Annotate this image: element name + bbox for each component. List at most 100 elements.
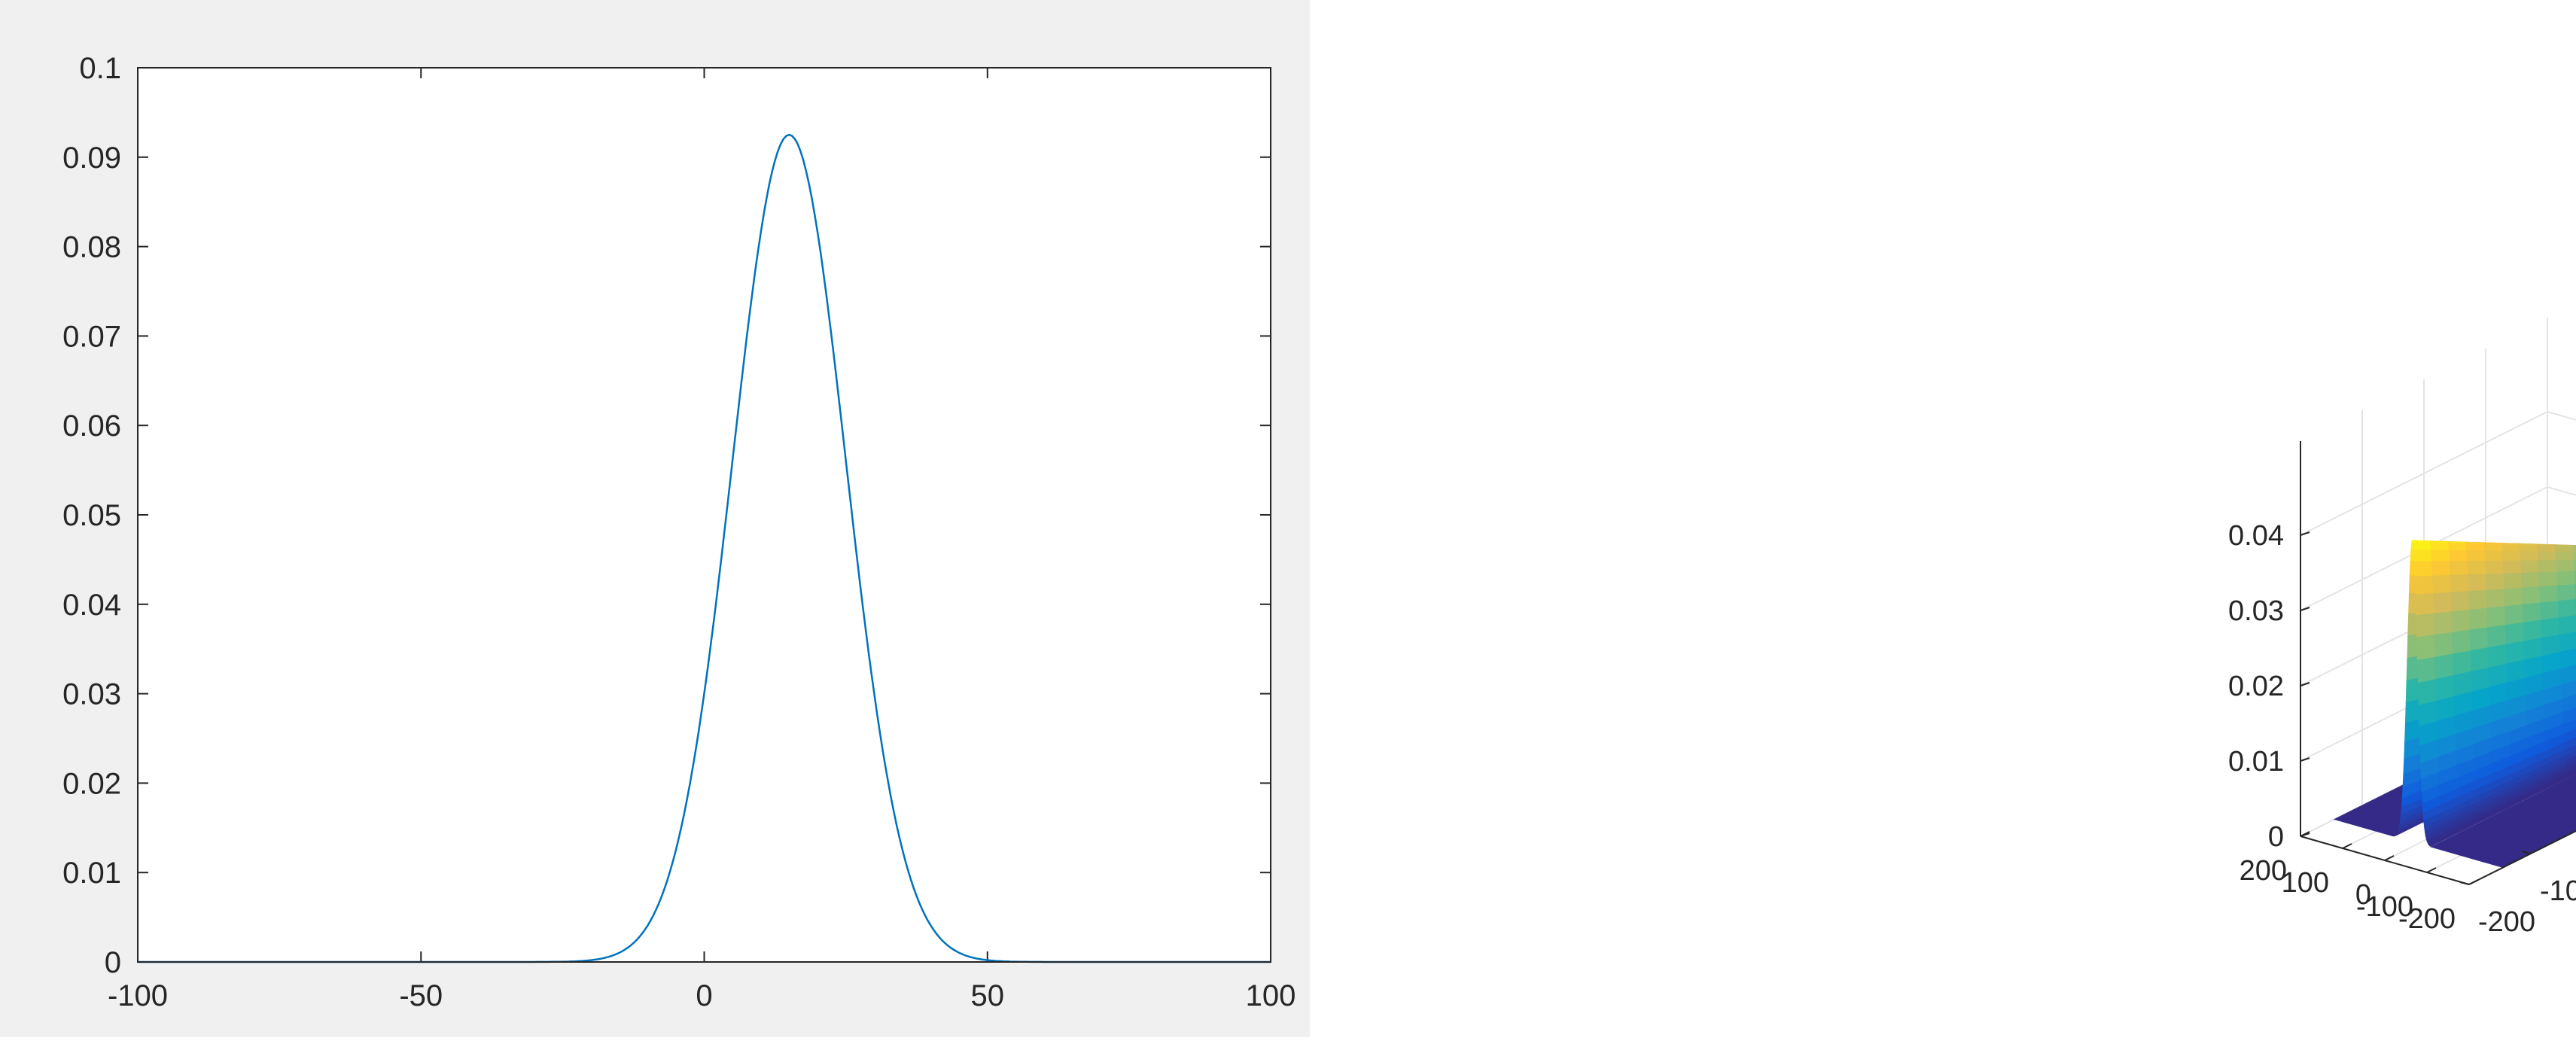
surface-patch xyxy=(2433,576,2451,594)
surface-patch xyxy=(2431,550,2450,562)
y-tick-label: 0.1 xyxy=(79,52,121,85)
surface-patch xyxy=(2520,546,2538,552)
surface-patch xyxy=(2416,594,2434,616)
surface-patch xyxy=(2434,632,2453,657)
surface-patch xyxy=(2417,657,2435,683)
surface-patch xyxy=(2414,562,2432,577)
y-tick-label: 0.05 xyxy=(62,499,121,532)
y-tick-label: 0.08 xyxy=(62,231,121,264)
surface-patch xyxy=(2434,592,2452,613)
surface-patch xyxy=(2453,651,2471,676)
z-tick-label: 0 xyxy=(2268,821,2284,853)
x-tick-label: -200 xyxy=(2478,906,2535,938)
surface-patch xyxy=(2488,626,2506,648)
surface-patch xyxy=(2435,654,2453,680)
y-tick-label: 0.09 xyxy=(62,142,121,175)
surface-patch xyxy=(2486,561,2504,574)
y-tick-label: 200 xyxy=(2240,855,2287,887)
y-tick-label: 0.01 xyxy=(62,857,121,890)
surface-patch xyxy=(2506,622,2524,644)
surface-patch xyxy=(2539,572,2557,587)
surface-patch xyxy=(2467,551,2485,562)
surface-patch xyxy=(2523,620,2541,641)
surface-patch xyxy=(2541,618,2559,638)
surface-patch xyxy=(2540,586,2558,603)
surface-patch xyxy=(2450,562,2468,576)
surface-patch xyxy=(2505,604,2523,625)
surface-patch xyxy=(2468,561,2486,574)
surface-patch xyxy=(2522,573,2540,589)
surface-patch xyxy=(2559,616,2576,635)
surface-patch xyxy=(2522,587,2541,605)
surface-patch xyxy=(2416,613,2435,638)
surface-patch xyxy=(2452,610,2470,633)
z-tick-label: 0.04 xyxy=(2228,520,2284,552)
surface-patch xyxy=(2469,590,2487,610)
surface-patch xyxy=(2450,575,2468,593)
surface-patch xyxy=(2520,552,2538,561)
surface-patch xyxy=(2431,543,2449,551)
y-tick-label: 0 xyxy=(105,946,121,979)
surface-patch xyxy=(2504,588,2523,607)
surface-patch xyxy=(2558,599,2576,617)
surface-patch xyxy=(2486,589,2504,608)
surface-patch xyxy=(2413,550,2431,562)
surface-patch xyxy=(2503,561,2521,574)
surface-patch xyxy=(2449,544,2467,551)
surface-patch xyxy=(2413,543,2432,550)
surface-patch xyxy=(2453,630,2471,654)
surface-chart-panel: -200-1000100200-200-100010020000.010.020… xyxy=(1310,0,2576,1037)
surface-patch xyxy=(2415,576,2433,595)
z-tick-label: 0.01 xyxy=(2228,746,2284,778)
y-tick xyxy=(2469,880,2478,884)
surface-patch xyxy=(2556,561,2574,572)
surface-patch xyxy=(2485,551,2503,561)
surface-chart: -200-1000100200-200-100010020000.010.020… xyxy=(1310,0,2576,1037)
surface-patch xyxy=(2502,552,2520,562)
surface-patch xyxy=(2556,552,2574,561)
y-tick-label: 0.04 xyxy=(62,589,121,622)
x-tick-label: -100 xyxy=(108,979,168,1012)
x-tick-label: -100 xyxy=(2540,875,2576,907)
surface-patch xyxy=(2501,546,2520,552)
surface-patch xyxy=(2470,628,2488,651)
surface-patch xyxy=(2487,607,2506,628)
surface-patch xyxy=(2573,547,2576,552)
x-tick-label: -50 xyxy=(399,979,443,1012)
y-tick-label: 0 xyxy=(2355,879,2371,911)
surface-patch xyxy=(2541,601,2559,620)
surface-patch xyxy=(2521,561,2539,574)
surface-patch xyxy=(2466,544,2484,551)
surface-patch xyxy=(2523,603,2541,622)
surface-patch xyxy=(2538,552,2556,561)
surface-patch xyxy=(2470,608,2488,630)
y-tick xyxy=(2427,868,2436,872)
surface-patch xyxy=(2434,612,2452,635)
surface-patch xyxy=(2574,552,2576,561)
surface-patch xyxy=(2558,585,2576,601)
z-tick-label: 0.03 xyxy=(2228,595,2284,627)
x-tick-label: 100 xyxy=(1246,979,1296,1012)
y-tick-label: 0.03 xyxy=(62,678,121,711)
surface-patch xyxy=(2557,571,2575,586)
surface-patch xyxy=(2432,562,2450,577)
wall-grid-line xyxy=(2547,487,2576,535)
y-tick-label: 0.07 xyxy=(62,320,121,353)
surface-patch xyxy=(2486,574,2504,590)
surface-patch xyxy=(2555,546,2574,552)
y-tick xyxy=(2343,844,2352,848)
surface-patch xyxy=(2450,551,2468,562)
y-tick-label: 0.02 xyxy=(62,767,121,800)
x-tick-label: 50 xyxy=(971,979,1005,1012)
y-tick-label: 100 xyxy=(2282,867,2329,899)
surface-patch xyxy=(2484,545,2503,552)
y-tick-label: 0.06 xyxy=(62,409,121,443)
wall-grid-line xyxy=(2547,412,2576,460)
y-tick xyxy=(2385,856,2394,860)
plot-area xyxy=(138,68,1271,962)
z-tick-label: 0.02 xyxy=(2228,671,2284,702)
surface-patch xyxy=(2538,561,2557,573)
surface-patch xyxy=(2451,592,2470,612)
